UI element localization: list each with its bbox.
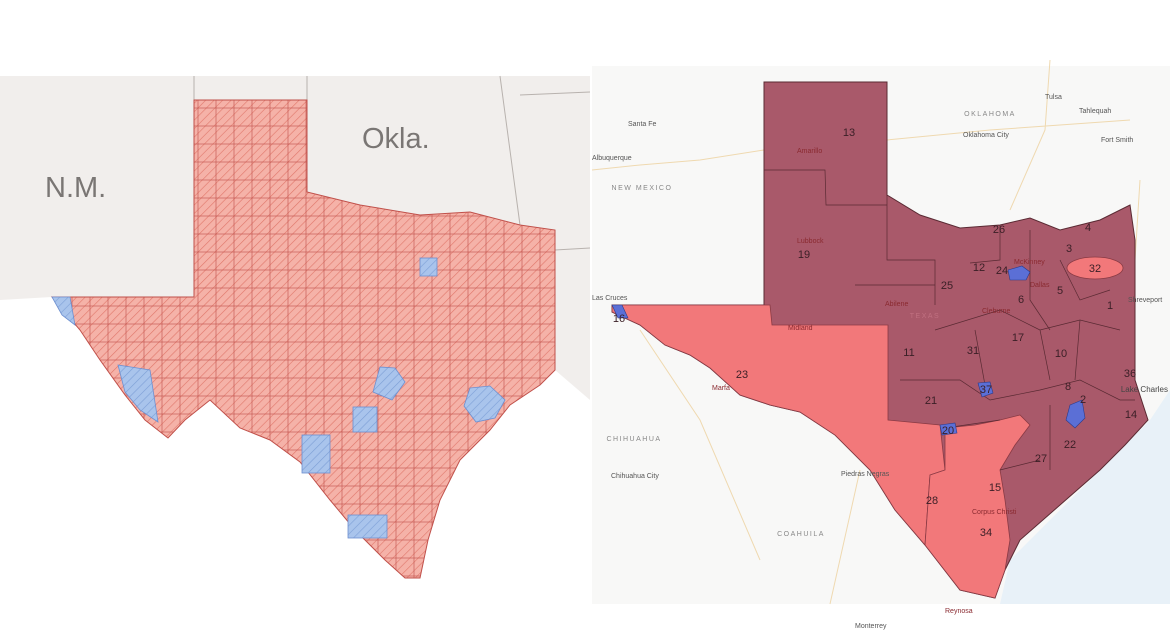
district-32-area xyxy=(1066,256,1124,280)
district-label: 25 xyxy=(941,280,953,292)
city-oklahoma-city: Oklahoma City xyxy=(963,132,1009,139)
region-new-mexico-text: NEW MEXICO xyxy=(612,185,673,192)
district-label: 8 xyxy=(1065,381,1071,393)
right-district-map: OKLAHOMA NEW MEXICO CHIHUAHUA COAHUILA T… xyxy=(591,59,1170,630)
left-county-map: N.M. Okla. xyxy=(0,75,591,579)
district-label: 26 xyxy=(993,224,1005,236)
district-label: 5 xyxy=(1057,285,1063,297)
city-lake-charles: Lake Charles xyxy=(1121,385,1168,394)
district-label: 34 xyxy=(980,527,992,539)
city-chihuahua-city: Chihuahua City xyxy=(611,473,659,480)
city-santa-fe: Santa Fe xyxy=(628,121,657,128)
district-label: 31 xyxy=(967,345,979,357)
county-dem xyxy=(372,366,406,401)
city-labels: Santa Fe Albuquerque Amarillo Lubbock Tu… xyxy=(592,94,1168,630)
region-texas: TEXAS xyxy=(910,313,940,320)
district-dallas-dem xyxy=(1007,265,1031,281)
city-piedras-negras: Piedras Negras xyxy=(841,471,890,478)
competitive-districts xyxy=(611,256,1124,599)
district-label: 12 xyxy=(973,262,985,274)
city-corpus-christi: Corpus Christi xyxy=(972,509,1017,516)
district-label: 4 xyxy=(1085,222,1091,234)
district-label: 14 xyxy=(1125,409,1137,421)
city-fort-smith: Fort Smith xyxy=(1101,137,1133,144)
city-tulsa: Tulsa xyxy=(1045,94,1062,101)
county-dem xyxy=(51,296,76,326)
city-marfa: Marfa xyxy=(712,385,730,392)
city-cleburne: Cleburne xyxy=(982,308,1011,315)
city-reynosa: Reynosa xyxy=(945,608,973,615)
district-label: 11 xyxy=(903,347,914,359)
county-dem xyxy=(347,514,388,539)
county-dem xyxy=(463,385,506,423)
state-label-new-mexico: N.M. xyxy=(45,172,106,204)
district-label: 15 xyxy=(989,482,1001,494)
city-amarillo: Amarillo xyxy=(797,148,822,155)
district-16-el-paso xyxy=(611,304,629,319)
district-label: 1 xyxy=(1107,300,1113,312)
district-label: 13 xyxy=(843,127,855,139)
district-28-15-34-area xyxy=(924,414,1031,599)
district-label: 36 xyxy=(1124,368,1136,380)
region-new-mexico: NEW MEXICO xyxy=(612,185,673,192)
city-mckinney: McKinney xyxy=(1014,259,1045,266)
district-label: 20 xyxy=(942,425,954,437)
state-border-line xyxy=(193,75,591,251)
district-label: 19 xyxy=(798,249,810,261)
city-dallas: Dallas xyxy=(1030,282,1050,289)
region-labels: OKLAHOMA NEW MEXICO CHIHUAHUA COAHUILA T… xyxy=(606,111,1016,538)
district-23-area xyxy=(611,304,946,546)
district-label: 22 xyxy=(1064,439,1076,451)
region-coahuila: COAHUILA xyxy=(777,531,825,538)
district-label: 23 xyxy=(736,369,748,381)
region-oklahoma: OKLAHOMA xyxy=(964,111,1016,118)
democratic-counties xyxy=(51,257,506,539)
city-tahlequah: Tahlequah xyxy=(1079,108,1111,115)
city-abilene: Abilene xyxy=(885,301,908,308)
county-dem xyxy=(352,406,378,433)
district-houston-dem xyxy=(1065,399,1086,429)
region-chihuahua: CHIHUAHUA xyxy=(606,436,661,443)
district-label: 28 xyxy=(926,495,938,507)
city-lubbock: Lubbock xyxy=(797,238,824,245)
gulf-water xyxy=(1000,390,1170,604)
district-label: 24 xyxy=(996,265,1008,277)
district-label: 17 xyxy=(1012,332,1024,344)
democratic-districts xyxy=(611,265,1086,436)
city-shreveport: Shreveport xyxy=(1128,297,1162,304)
district-label: 32 xyxy=(1089,263,1101,275)
basemap-roads xyxy=(591,59,1141,605)
district-number-labels: 13 19 26 4 3 12 24 32 25 5 6 1 17 31 11 … xyxy=(613,127,1137,539)
district-label: 2 xyxy=(1080,394,1086,406)
city-midland: Midland xyxy=(788,325,813,332)
city-albuquerque: Albuquerque xyxy=(592,155,632,162)
district-borders xyxy=(764,169,1135,471)
state-label-oklahoma: Okla. xyxy=(362,123,430,155)
district-20-san-antonio xyxy=(939,422,958,436)
district-label: 6 xyxy=(1018,294,1024,306)
district-label: 37 xyxy=(980,384,992,396)
neighbor-states-background xyxy=(0,76,590,400)
county-dem xyxy=(117,364,159,423)
district-label: 27 xyxy=(1035,453,1047,465)
county-dem xyxy=(419,257,438,277)
district-label: 21 xyxy=(925,395,937,407)
city-monterrey: Monterrey xyxy=(855,623,887,630)
district-label: 10 xyxy=(1055,348,1067,360)
district-label: 16 xyxy=(613,313,625,325)
city-las-cruces: Las Cruces xyxy=(592,295,628,302)
county-dem xyxy=(301,434,331,474)
district-37-austin xyxy=(977,381,994,398)
district-label: 3 xyxy=(1066,243,1072,255)
